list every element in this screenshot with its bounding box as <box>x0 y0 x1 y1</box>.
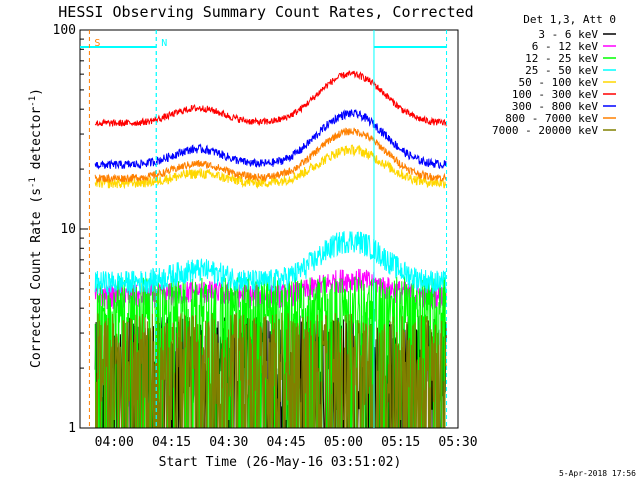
legend-label-8: 7000 - 20000 keV <box>492 124 598 137</box>
marker-label-0: S <box>94 38 100 49</box>
footer-timestamp: 5-Apr-2018 17:56 <box>559 469 636 478</box>
chart-title: HESSI Observing Summary Count Rates, Cor… <box>58 3 473 21</box>
series-layer <box>94 70 447 429</box>
x-tick-label-6: 05:30 <box>438 435 477 450</box>
y-axis: 1 10 100 <box>53 23 88 436</box>
y-axis-label-sup1: -1 <box>28 177 38 188</box>
y-tick-label-2: 100 <box>53 23 76 38</box>
legend-header: Det 1,3, Att 0 <box>523 13 616 26</box>
series-line-7 <box>94 127 447 184</box>
y-tick-label-1: 10 <box>60 222 76 237</box>
legend-label-1: 6 - 12 keV <box>532 40 599 53</box>
y-tick-label-0: 1 <box>68 421 76 436</box>
legend-label-7: 800 - 7000 keV <box>505 112 598 125</box>
y-axis-label-sup2: -1 <box>28 96 38 107</box>
legend-label-5: 100 - 300 keV <box>512 88 598 101</box>
y-axis-label-mid: detector <box>29 107 44 178</box>
legend-label-6: 300 - 800 keV <box>512 100 598 113</box>
y-axis-label: Corrected Count Rate (s-1 detector-1) <box>28 88 44 368</box>
x-tick-label-0: 04:00 <box>95 435 134 450</box>
x-tick-label-1: 04:15 <box>152 435 191 450</box>
series-line-3 <box>94 231 447 296</box>
y-axis-label-main: Corrected Count Rate (s <box>29 188 44 368</box>
x-tick-label-5: 05:15 <box>381 435 420 450</box>
x-tick-label-4: 05:00 <box>324 435 363 450</box>
legend-label-0: 3 - 6 keV <box>538 28 598 41</box>
marker-label-1: N <box>161 38 167 49</box>
x-tick-label-2: 04:30 <box>209 435 248 450</box>
series-line-8 <box>95 312 447 429</box>
series-line-6 <box>94 109 447 170</box>
legend-label-2: 12 - 25 keV <box>525 52 598 65</box>
y-axis-label-end: ) <box>29 88 44 96</box>
x-axis-label: Start Time (26-May-16 03:51:02) <box>159 455 402 470</box>
x-tick-label-3: 04:45 <box>267 435 306 450</box>
legend-label-3: 25 - 50 keV <box>525 64 598 77</box>
x-axis: 04:00 04:15 04:30 04:45 05:00 05:15 05:30 <box>95 420 478 450</box>
series-line-5 <box>94 70 447 127</box>
legend-label-4: 50 - 100 keV <box>519 76 599 89</box>
series-line-4 <box>94 144 447 190</box>
